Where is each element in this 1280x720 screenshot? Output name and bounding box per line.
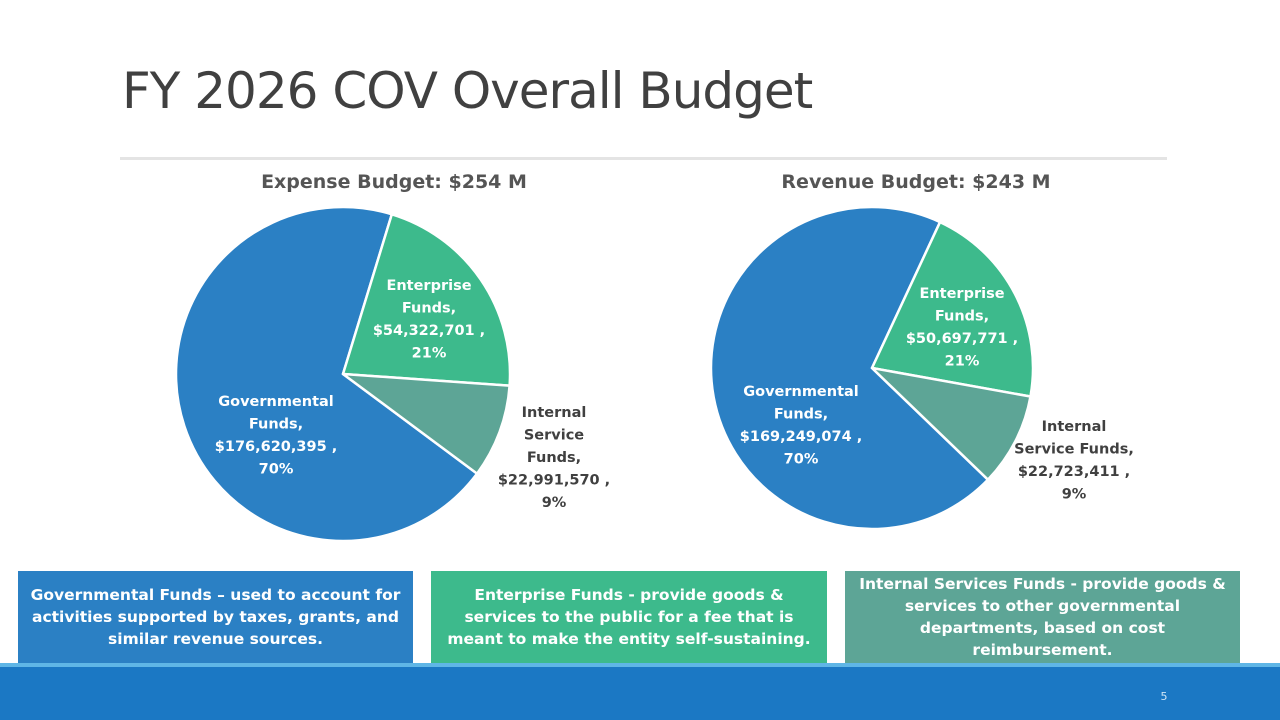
chart-1-slice-governmental (709, 205, 990, 531)
chart-0-label-internal: Internal Service Funds, $22,991,570 , 9% (498, 405, 610, 511)
footer-bar (0, 667, 1280, 720)
chart-1-slice-internal (870, 366, 1032, 481)
enterprise-funds-description: Enterprise Funds - provide goods & servi… (431, 571, 827, 663)
governmental-funds-description: Governmental Funds – used to account for… (18, 571, 413, 663)
page-number: 5 (1160, 690, 1168, 703)
slide-title: FY 2026 COV Overall Budget (122, 62, 813, 120)
chart-0-slice-internal (341, 372, 511, 475)
title-divider (120, 157, 1167, 160)
chart-0-label-governmental: Governmental Funds, $176,620,395 , 70% (215, 394, 337, 478)
chart-0-slice-enterprise (341, 213, 512, 387)
chart-0-slice-governmental (174, 205, 479, 543)
revenue-chart-title: Revenue Budget: $243 M (781, 171, 1051, 193)
chart-1-label-enterprise: Enterprise Funds, $50,697,771 , 21% (906, 286, 1018, 370)
chart-1-slice-enterprise (870, 220, 1035, 398)
chart-1-label-internal: Internal Service Funds, $22,723,411 , 9% (1014, 419, 1134, 503)
footer-accent-strip (0, 663, 1280, 667)
chart-1-label-governmental: Governmental Funds, $169,249,074 , 70% (740, 384, 862, 468)
internal-service-funds-description: Internal Services Funds - provide goods … (845, 571, 1240, 663)
expense-chart-title: Expense Budget: $254 M (261, 171, 527, 193)
chart-0-label-enterprise: Enterprise Funds, $54,322,701 , 21% (373, 278, 485, 362)
